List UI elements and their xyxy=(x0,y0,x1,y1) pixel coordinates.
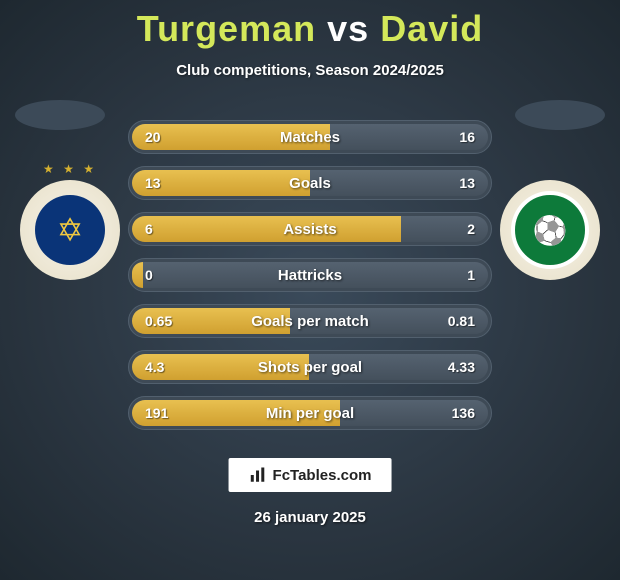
stat-row: 4.34.33Shots per goal xyxy=(128,350,492,384)
badge-stars: ★ ★ ★ xyxy=(20,162,120,176)
team2-badge xyxy=(500,180,600,280)
vs-text: vs xyxy=(327,8,369,49)
footer-date: 26 january 2025 xyxy=(0,509,620,526)
stat-label: Goals xyxy=(129,175,491,192)
stat-label: Assists xyxy=(129,221,491,238)
page-title: Turgeman vs David xyxy=(0,0,620,50)
stat-row: 1313Goals xyxy=(128,166,492,200)
stat-label: Hattricks xyxy=(129,267,491,284)
chart-icon xyxy=(249,466,267,484)
player2-name: David xyxy=(380,8,483,49)
stat-row: 0.650.81Goals per match xyxy=(128,304,492,338)
stat-label: Min per goal xyxy=(129,405,491,422)
team2-badge-inner xyxy=(511,191,589,269)
team1-badge-inner xyxy=(35,195,105,265)
team1-badge: ★ ★ ★ xyxy=(20,180,120,280)
footer-logo-text: FcTables.com xyxy=(273,467,372,484)
stats-container: 2016Matches 1313Goals 62Assists 01Hattricks… xyxy=(128,120,492,442)
subtitle: Club competitions, Season 2024/2025 xyxy=(0,62,620,79)
stat-row: 62Assists xyxy=(128,212,492,246)
stat-label: Shots per goal xyxy=(129,359,491,376)
player1-name: Turgeman xyxy=(137,8,316,49)
stat-row: 01Hattricks xyxy=(128,258,492,292)
stat-label: Matches xyxy=(129,129,491,146)
stat-label: Goals per match xyxy=(129,313,491,330)
stat-row: 191136Min per goal xyxy=(128,396,492,430)
silhouette-head xyxy=(15,100,105,130)
silhouette-head xyxy=(515,100,605,130)
footer-logo: FcTables.com xyxy=(229,458,392,492)
stat-row: 2016Matches xyxy=(128,120,492,154)
